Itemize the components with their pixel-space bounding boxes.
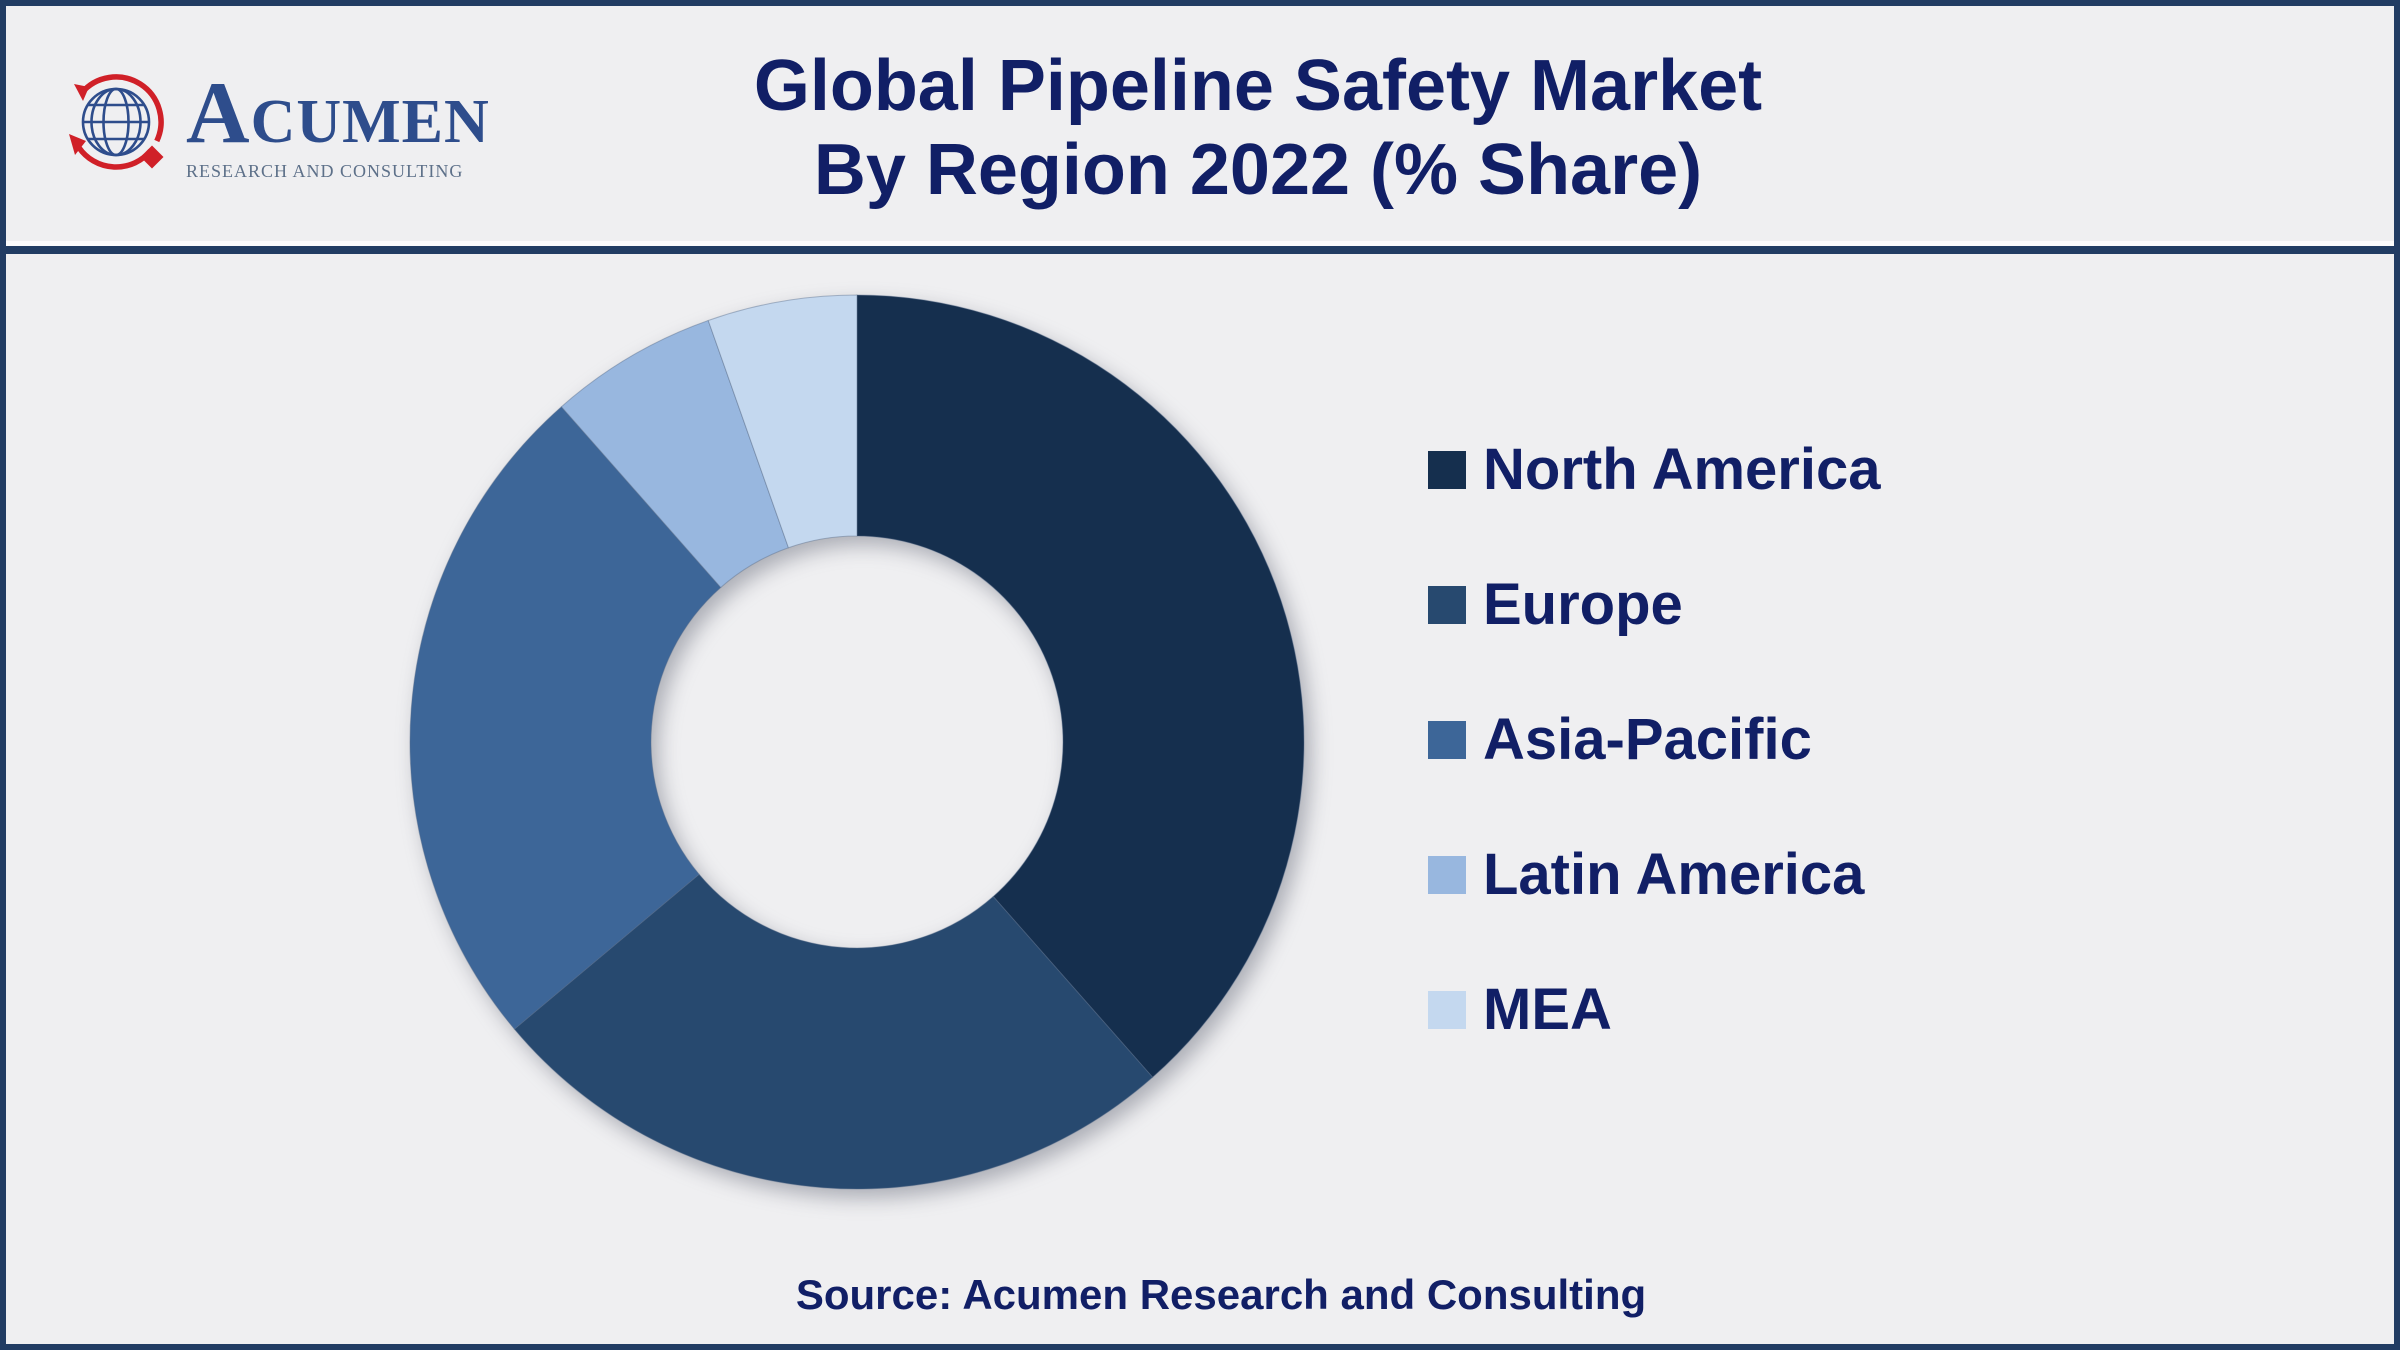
legend-swatch-asia-pacific — [1428, 721, 1466, 759]
legend-swatch-europe — [1428, 586, 1466, 624]
legend-item-asia-pacific: Asia-Pacific — [1428, 711, 1881, 769]
donut-slice-north-america — [856, 294, 1305, 1079]
chart-title: Global Pipeline Safety Market By Region … — [116, 44, 2400, 212]
red-diamond-icon — [140, 145, 164, 169]
legend-item-mea: MEA — [1428, 981, 1881, 1039]
donut-slice-europe — [513, 873, 1154, 1190]
donut-slice-mea — [707, 294, 858, 549]
acumen-logo: ACUMEN RESEARCH AND CONSULTING — [56, 62, 536, 222]
logo-brand-text: ACUMEN — [186, 65, 490, 162]
legend-label-mea: MEA — [1483, 977, 1612, 1042]
legend-label-north-america: North America — [1483, 437, 1881, 502]
logo-text: ACUMEN RESEARCH AND CONSULTING — [186, 78, 490, 182]
header-divider-highlight — [0, 241, 2400, 246]
source-note: Source: Acumen Research and Consulting — [795, 1271, 1647, 1318]
legend-swatch-north-america — [1428, 451, 1466, 489]
legend-item-latin-america: Latin America — [1428, 846, 1881, 904]
donut-slice-latin-america — [560, 319, 790, 589]
legend-label-europe: Europe — [1483, 572, 1683, 637]
legend-swatch-latin-america — [1428, 856, 1466, 894]
legend-swatch-mea — [1428, 991, 1466, 1029]
red-orbit-arrows-icon — [69, 74, 164, 170]
legend-item-europe: Europe — [1428, 576, 1881, 634]
donut-chart — [409, 294, 1305, 1190]
donut-slice-asia-pacific — [409, 405, 722, 1030]
logo-tagline-text: RESEARCH AND CONSULTING — [186, 161, 464, 181]
chart-title-line-2: By Region 2022 (% Share) — [813, 130, 1703, 210]
chart-legend: North America Europe Asia-Pacific Latin … — [1428, 441, 1881, 1039]
globe-icon — [69, 74, 164, 170]
chart-title-line-1: Global Pipeline Safety Market — [753, 46, 1763, 126]
legend-label-asia-pacific: Asia-Pacific — [1483, 707, 1812, 772]
header-divider — [0, 246, 2400, 254]
legend-label-latin-america: Latin America — [1483, 842, 1865, 907]
legend-item-north-america: North America — [1428, 441, 1881, 499]
